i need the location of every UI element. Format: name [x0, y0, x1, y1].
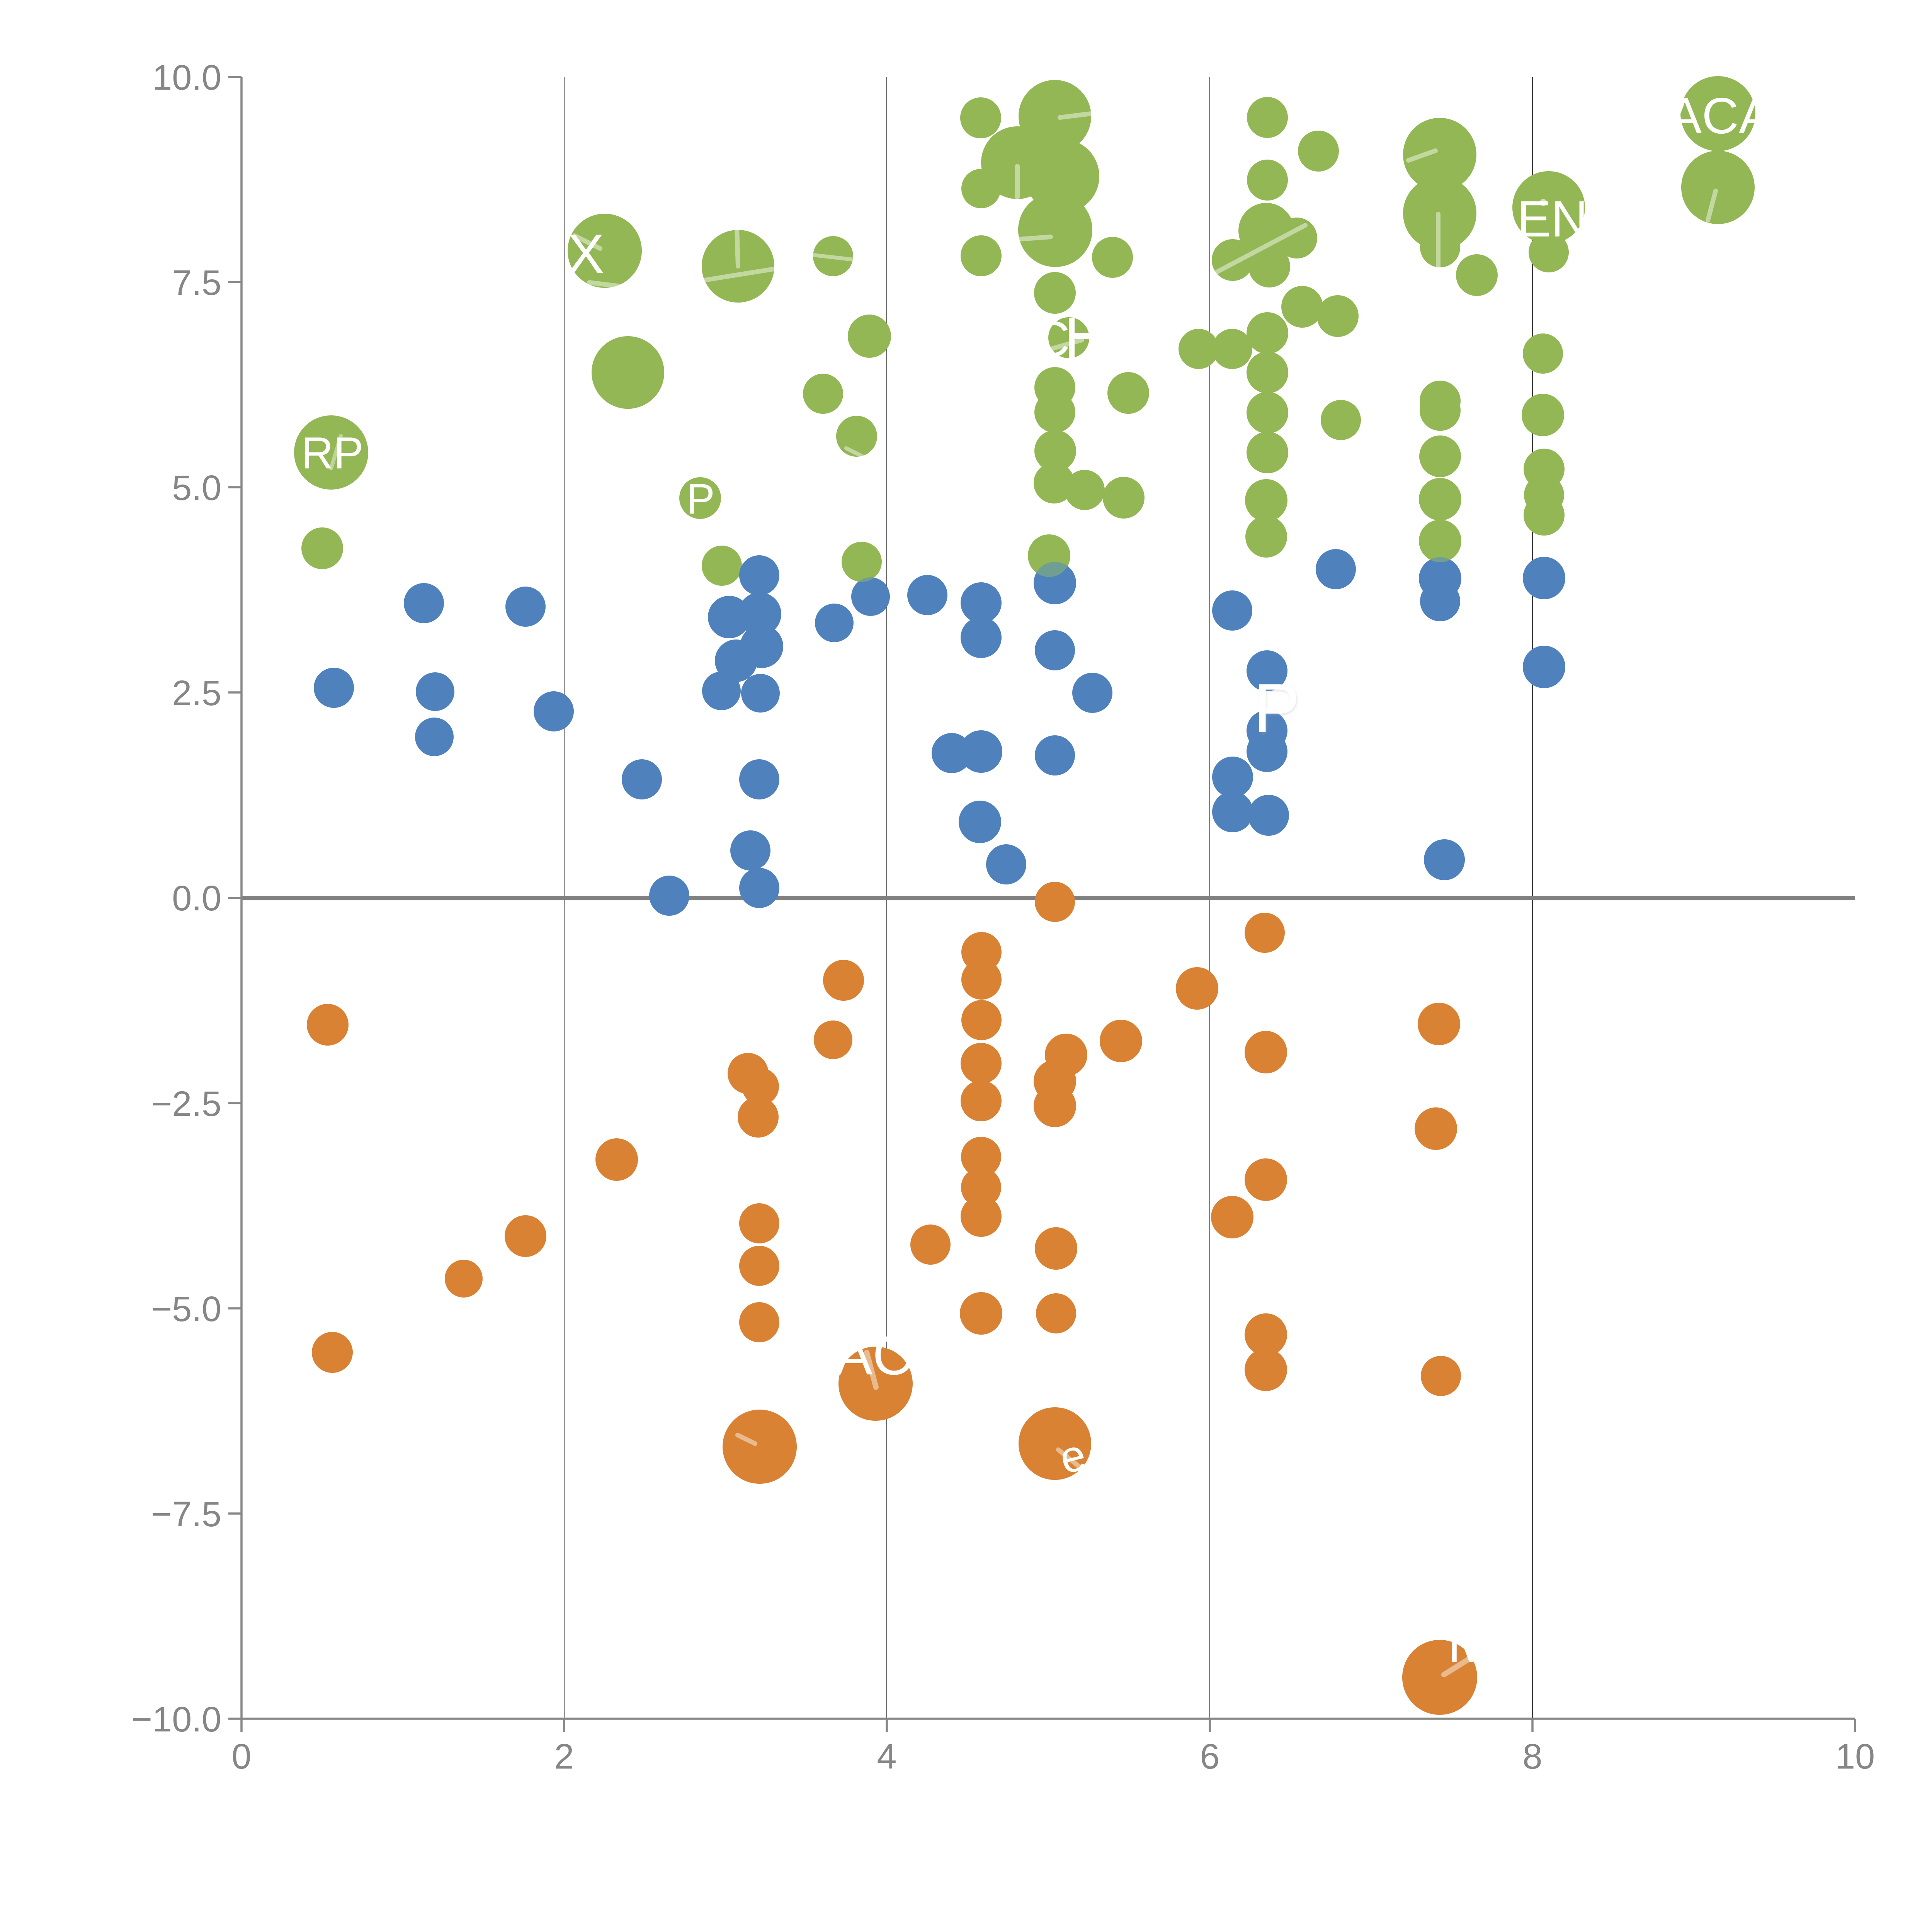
- svg-text:0: 0: [231, 1737, 251, 1776]
- svg-text:5.0: 5.0: [172, 468, 221, 508]
- svg-text:EN: EN: [1517, 190, 1588, 247]
- svg-text:M: M: [1447, 1610, 1495, 1675]
- svg-text:−7.5: −7.5: [151, 1495, 221, 1534]
- svg-text:X: X: [567, 223, 604, 285]
- svg-text:4: 4: [877, 1737, 896, 1776]
- svg-text:−5.0: −5.0: [151, 1289, 221, 1329]
- svg-text:−10.0: −10.0: [131, 1700, 221, 1739]
- svg-text:RP: RP: [301, 428, 363, 478]
- svg-text:10.0: 10.0: [152, 58, 221, 97]
- svg-text:10: 10: [1835, 1737, 1875, 1776]
- svg-text:7.5: 7.5: [172, 263, 221, 303]
- svg-text:P: P: [1253, 670, 1300, 747]
- svg-text:2: 2: [554, 1737, 574, 1776]
- svg-text:−2.5: −2.5: [151, 1084, 221, 1124]
- svg-text:ACA: ACA: [1668, 87, 1772, 144]
- svg-text:AC: AC: [835, 1324, 913, 1386]
- svg-text:P: P: [686, 475, 714, 523]
- svg-text:6: 6: [1200, 1737, 1219, 1776]
- svg-text:C: C: [1034, 311, 1070, 367]
- svg-text:8: 8: [1522, 1737, 1542, 1776]
- svg-text:2.5: 2.5: [172, 673, 221, 713]
- svg-text:0.0: 0.0: [172, 879, 221, 918]
